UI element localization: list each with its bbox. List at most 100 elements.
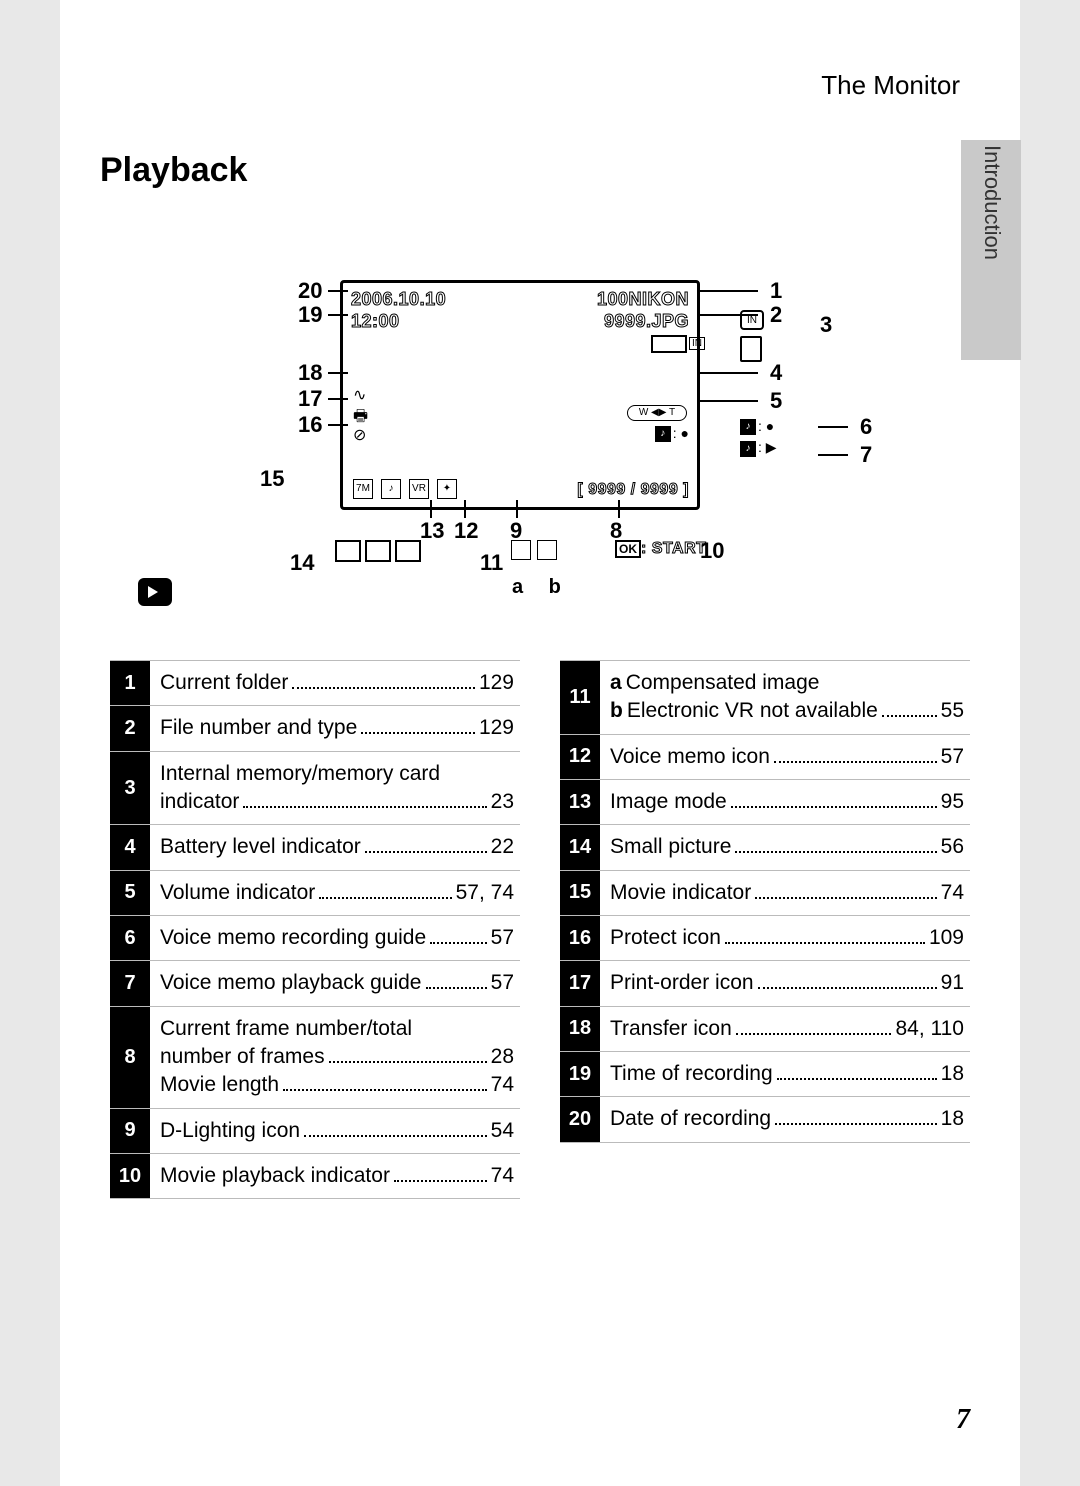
legend-dots xyxy=(430,925,486,944)
screen-time: 12:00 xyxy=(351,311,400,332)
legend-page: 56 xyxy=(941,833,964,861)
legend-label: Transfer icon xyxy=(610,1015,732,1043)
legend-text: Movie playback indicator74 xyxy=(150,1154,520,1198)
callout-1: 1 xyxy=(770,278,782,304)
legend-dots xyxy=(304,1118,487,1137)
callout-13: 13 xyxy=(420,518,444,544)
callout-6: 6 xyxy=(860,414,872,440)
legend-text: Small picture56 xyxy=(600,825,970,869)
volume-indicator-icon: W ◀▶ T xyxy=(627,405,687,421)
d-lighting-icon: ✦ xyxy=(437,479,457,499)
legend-page: 22 xyxy=(491,833,514,861)
legend-left: 1Current folder1292File number and type1… xyxy=(110,660,520,1199)
legend-line: D-Lighting icon54 xyxy=(160,1117,514,1145)
legend-num: 19 xyxy=(560,1052,600,1096)
legend-page: 57 xyxy=(491,969,514,997)
legend-num: 17 xyxy=(560,961,600,1005)
legend-text: Voice memo playback guide 57 xyxy=(150,961,520,1005)
external-memory-icons: IN xyxy=(740,310,860,362)
legend-row: 5Volume indicator57, 74 xyxy=(110,871,520,916)
legend-text: Battery level indicator22 xyxy=(150,825,520,869)
record-guide-text: : ● xyxy=(758,418,774,434)
legend-dots xyxy=(292,670,475,689)
legend-dots xyxy=(426,971,487,990)
callout-3: 3 xyxy=(820,312,832,338)
legend-text: Time of recording18 xyxy=(600,1052,970,1096)
legend-row: 18Transfer icon84, 110 xyxy=(560,1007,970,1052)
legend-line: Movie indicator74 xyxy=(610,879,964,907)
legend-label: Current frame number/total xyxy=(160,1015,412,1043)
legend-page: 74 xyxy=(491,1071,514,1099)
legend-text: D-Lighting icon54 xyxy=(150,1109,520,1153)
legend-line: Battery level indicator22 xyxy=(160,833,514,861)
legend-page: 95 xyxy=(941,788,964,816)
legend-row: 2File number and type129 xyxy=(110,706,520,751)
legend-num: 16 xyxy=(560,916,600,960)
legend-row: 10Movie playback indicator74 xyxy=(110,1154,520,1199)
legend-label: indicator xyxy=(160,788,239,816)
callout-8: 8 xyxy=(610,518,622,544)
callout-16: 16 xyxy=(298,412,322,438)
small-picture-icon xyxy=(365,540,391,562)
callout-15: 15 xyxy=(260,466,284,492)
legend-row: 8Current frame number/totalnumber of fra… xyxy=(110,1007,520,1109)
legend-right: 11aCompensated imagebElectronic VR not a… xyxy=(560,660,970,1199)
legend-dots xyxy=(735,834,936,853)
memory-indicator-icon xyxy=(651,335,687,353)
legend-num: 11 xyxy=(560,661,600,734)
legend-num: 1 xyxy=(110,661,150,705)
legend-label: Voice memo playback guide xyxy=(160,969,422,997)
play-guide-text: : ▶ xyxy=(758,439,777,455)
legend-label: Voice memo recording guide xyxy=(160,924,426,952)
small-picture-icon xyxy=(335,540,361,562)
callout-10: 10 xyxy=(700,538,724,564)
protect-icon: ⊘ xyxy=(353,425,366,445)
legend-line: number of frames28 xyxy=(160,1043,514,1071)
legend-num: 3 xyxy=(110,752,150,825)
callout-7: 7 xyxy=(860,442,872,468)
legend-num: 4 xyxy=(110,825,150,869)
legend-line: Movie length 74 xyxy=(160,1071,514,1099)
legend-text: Movie indicator74 xyxy=(600,871,970,915)
ab-labels: a b xyxy=(512,576,571,599)
legend-num: 14 xyxy=(560,825,600,869)
legend-text: Current frame number/totalnumber of fram… xyxy=(150,1007,520,1108)
screen-date: 2006.10.10 xyxy=(351,289,446,310)
legend-text: Date of recording 18 xyxy=(600,1097,970,1141)
monitor-screen: 2006.10.10 12:00 100NIKON 9999.JPG ∿ 🖶 ⊘… xyxy=(340,280,700,510)
screen-file: 9999.JPG xyxy=(604,311,689,332)
legend-row: 3Internal memory/memory cardindicator23 xyxy=(110,752,520,826)
legend-dots xyxy=(758,971,937,990)
legend-label: Time of recording xyxy=(610,1060,773,1088)
legend-row: 1Current folder129 xyxy=(110,660,520,706)
playback-diagram: 2006.10.10 12:00 100NIKON 9999.JPG ∿ 🖶 ⊘… xyxy=(180,260,900,600)
legend-line: Time of recording18 xyxy=(610,1060,964,1088)
legend-line: Voice memo recording guide57 xyxy=(160,924,514,952)
legend-num: 7 xyxy=(110,961,150,1005)
legend-page: 54 xyxy=(491,1117,514,1145)
legend-num: 2 xyxy=(110,706,150,750)
legend-row: 7 Voice memo playback guide 57 xyxy=(110,961,520,1006)
legend-label: Movie playback indicator xyxy=(160,1162,390,1190)
legend-text: Image mode95 xyxy=(600,780,970,824)
legend-dots xyxy=(882,698,937,717)
legend-dots xyxy=(394,1163,487,1182)
callout-11: 11 xyxy=(480,550,503,576)
legend-page: 23 xyxy=(491,788,514,816)
header-title: The Monitor xyxy=(821,70,960,100)
record-guide-icon: ♪ xyxy=(740,419,756,435)
legend-label: Movie length xyxy=(160,1071,279,1099)
legend-page: 18 xyxy=(941,1105,964,1133)
legend-line: Small picture56 xyxy=(610,833,964,861)
legend-page: 55 xyxy=(941,697,964,725)
small-picture-icons xyxy=(335,540,421,562)
legend-line: Print-order icon91 xyxy=(610,969,964,997)
external-guide-icons: ♪: ● ♪: ▶ xyxy=(740,418,777,461)
legend-text: File number and type129 xyxy=(150,706,520,750)
legend-page: 57 xyxy=(941,743,964,771)
legend-label: Date of recording xyxy=(610,1105,771,1133)
transfer-icon: ∿ xyxy=(353,385,366,405)
vr-icon: VR xyxy=(409,479,429,499)
section-title: Playback xyxy=(60,121,1020,190)
legend-prefix: b xyxy=(610,699,623,722)
